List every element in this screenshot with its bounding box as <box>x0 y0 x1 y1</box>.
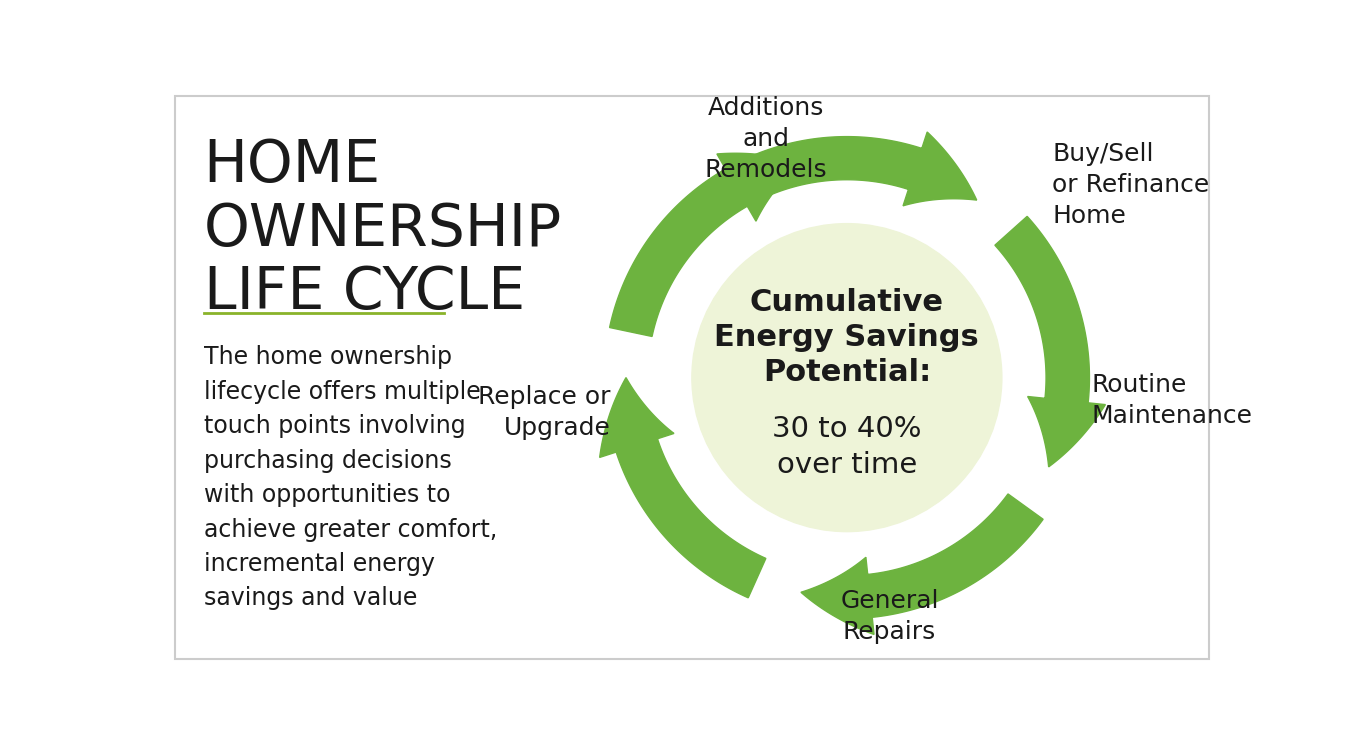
Text: Replace or
Upgrade: Replace or Upgrade <box>478 385 610 439</box>
Text: OWNERSHIP: OWNERSHIP <box>204 200 562 258</box>
Text: Routine
Maintenance: Routine Maintenance <box>1091 374 1251 428</box>
Polygon shape <box>610 153 801 336</box>
Polygon shape <box>599 378 765 598</box>
Circle shape <box>691 223 1002 532</box>
Polygon shape <box>801 494 1044 634</box>
Text: HOME: HOME <box>204 137 381 194</box>
Text: Additions
and
Remodels: Additions and Remodels <box>705 96 826 182</box>
Text: General
Repairs: General Repairs <box>840 589 938 644</box>
FancyBboxPatch shape <box>176 96 1208 659</box>
Text: LIFE CYCLE: LIFE CYCLE <box>204 264 525 320</box>
Text: Cumulative
Energy Savings
Potential:: Cumulative Energy Savings Potential: <box>714 288 979 387</box>
Text: Buy/Sell
or Refinance
Home: Buy/Sell or Refinance Home <box>1052 143 1210 228</box>
Text: 30 to 40%
over time: 30 to 40% over time <box>772 415 922 479</box>
Text: The home ownership
lifecycle offers multiple
touch points involving
purchasing d: The home ownership lifecycle offers mult… <box>204 345 497 610</box>
Polygon shape <box>995 217 1106 467</box>
Polygon shape <box>733 132 976 206</box>
